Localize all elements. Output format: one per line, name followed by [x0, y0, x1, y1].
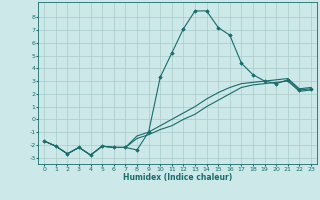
X-axis label: Humidex (Indice chaleur): Humidex (Indice chaleur): [123, 173, 232, 182]
